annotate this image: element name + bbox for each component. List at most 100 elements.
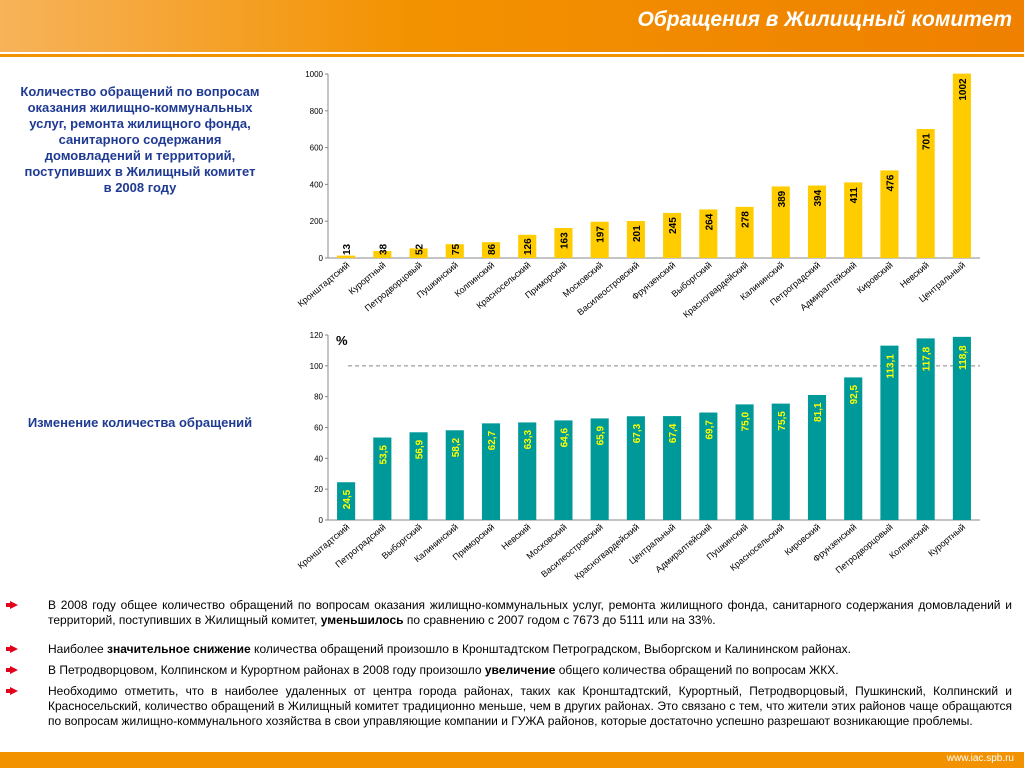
- text: Наиболее: [48, 642, 108, 656]
- value-label: 92,5: [849, 384, 860, 404]
- bullet: Наиболее значительное снижение количеств…: [6, 642, 1012, 657]
- bullets: В 2008 году общее количество обращений п…: [0, 598, 1024, 735]
- bar: [663, 416, 682, 520]
- bar: [373, 437, 392, 520]
- bar: [880, 345, 899, 520]
- value-label: 126: [523, 238, 534, 255]
- value-label: 69,7: [704, 420, 715, 440]
- bar: [952, 336, 971, 520]
- bold-text: уменьшилось: [320, 613, 404, 627]
- x-tick-label: Курортный: [926, 522, 967, 559]
- bar: [699, 412, 718, 520]
- value-label: 67,3: [632, 423, 643, 443]
- value-label: 64,6: [559, 428, 570, 448]
- bar: [518, 422, 537, 520]
- bar: [590, 221, 609, 258]
- value-label: 411: [849, 187, 860, 204]
- value-label: 197: [596, 226, 607, 243]
- bar: [807, 394, 827, 520]
- y-tick-label: 0: [319, 254, 324, 263]
- x-tick-label: Красногвардейский: [681, 260, 750, 320]
- x-tick-label: Василеостровский: [539, 522, 605, 580]
- bar: [481, 242, 501, 258]
- bullet: Необходимо отметить, что в наиболее удал…: [6, 684, 1012, 729]
- value-label: 65,9: [596, 426, 607, 446]
- bar: [771, 403, 790, 520]
- value-label: 476: [885, 174, 896, 191]
- value-label: 13: [342, 243, 353, 255]
- y-tick-label: 800: [310, 107, 324, 116]
- bar: [916, 338, 935, 520]
- y-tick-label: 40: [314, 454, 323, 463]
- value-label: 117,8: [922, 346, 933, 371]
- y-tick-label: 1000: [305, 70, 323, 79]
- value-label: 1002: [958, 78, 969, 101]
- caption: Количество обращений по вопросам оказани…: [20, 84, 260, 195]
- footer-url: www.iac.spb.ru: [946, 753, 1014, 764]
- value-label: 56,9: [415, 439, 426, 459]
- text: В 2008 году общее количество обращений п…: [48, 598, 1012, 627]
- x-tick-label: Невский: [898, 260, 931, 290]
- x-tick-label: Невский: [500, 522, 533, 552]
- bar: [445, 430, 464, 520]
- bar: [735, 404, 754, 520]
- value-label: 113,1: [885, 354, 896, 379]
- value-label: 201: [632, 225, 643, 242]
- bar: [844, 377, 863, 520]
- x-tick-label: Кировский: [855, 260, 895, 296]
- y-tick-label: 400: [310, 180, 324, 189]
- y-tick-label: 120: [310, 331, 324, 340]
- bar: [771, 186, 790, 258]
- bar: [445, 244, 464, 258]
- bar: [518, 234, 537, 258]
- bar: [880, 170, 899, 258]
- bar: [409, 432, 428, 520]
- bar: [952, 73, 971, 258]
- annotation: %: [336, 333, 348, 348]
- value-label: 75,5: [777, 411, 788, 431]
- caption: Изменение количества обращений: [27, 415, 253, 430]
- bar: [807, 185, 827, 258]
- bold-text: значительное снижение: [107, 642, 251, 656]
- bar: [409, 248, 428, 258]
- text: количества обращений произошло в Кроншта…: [250, 642, 852, 656]
- value-label: 81,1: [813, 402, 824, 422]
- value-label: 75,0: [741, 411, 752, 431]
- y-tick-label: 0: [319, 516, 324, 525]
- header-line: [0, 54, 1024, 57]
- value-label: 62,7: [487, 430, 498, 450]
- bar: [337, 255, 356, 258]
- y-tick-label: 200: [310, 217, 324, 226]
- header-bar: Обращения в Жилищный комитет: [0, 0, 1024, 52]
- bar: [554, 420, 573, 520]
- value-label: 63,3: [523, 430, 534, 450]
- value-label: 75: [451, 243, 462, 255]
- bullet: В Петродворцовом, Колпинском и Курортном…: [6, 663, 1012, 678]
- bar: [626, 221, 645, 258]
- bar: [844, 182, 863, 258]
- value-label: 118,8: [958, 345, 969, 370]
- charts: 0200400600800100013Кронштадтский38Курорт…: [296, 70, 980, 582]
- value-label: 24,5: [342, 489, 353, 509]
- bar: [626, 416, 645, 520]
- text: В Петродворцовом, Колпинском и Курортном…: [48, 663, 485, 677]
- slide-title: Обращения в Жилищный комитет: [637, 8, 1012, 31]
- bullet: В 2008 году общее количество обращений п…: [6, 598, 1012, 628]
- footer: www.iac.spb.ru: [0, 752, 1024, 768]
- value-label: 389: [777, 190, 788, 207]
- value-label: 163: [559, 232, 570, 249]
- y-tick-label: 100: [310, 362, 324, 371]
- text: по сравнению с 2007 годом с 7673 до 5111…: [403, 613, 716, 627]
- bar: [337, 482, 356, 520]
- value-label: 58,2: [451, 437, 462, 457]
- value-label: 53,5: [378, 445, 389, 465]
- value-label: 264: [704, 213, 715, 230]
- x-tick-label: Красногвардейский: [572, 522, 641, 582]
- bar: [554, 228, 573, 258]
- bold-text: увеличение: [484, 663, 556, 677]
- y-tick-label: 60: [314, 424, 323, 433]
- value-label: 278: [741, 211, 752, 228]
- x-tick-label: Кронштадтский: [296, 260, 352, 309]
- value-label: 86: [487, 243, 498, 255]
- value-label: 52: [415, 243, 426, 255]
